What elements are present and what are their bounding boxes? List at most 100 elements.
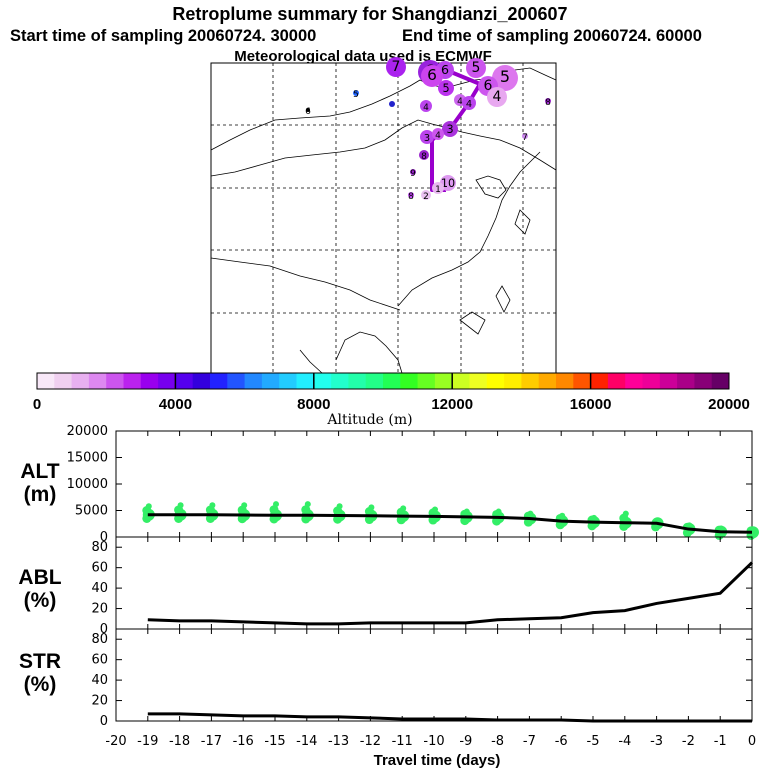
map-marker: 2	[421, 190, 431, 202]
abl-panel-title: ABL	[18, 566, 61, 589]
colorbar-label: Altitude (m)	[326, 412, 412, 428]
colorbar-swatch	[37, 373, 55, 389]
figure-title: Retroplume summary for Shangdianzi_20060…	[172, 4, 567, 24]
colorbar-swatch	[365, 373, 384, 389]
colorbar-swatch	[106, 373, 124, 389]
colorbar-swatch	[590, 373, 609, 389]
x-tick-label: -3	[650, 734, 663, 749]
y-tick-label: 15000	[67, 451, 108, 466]
map-markers: 76655566564444783348910128	[305, 57, 551, 202]
colorbar-swatch	[331, 373, 349, 389]
x-tick-label: 0	[748, 734, 756, 749]
time-series-panels: 20000150001000050000806040200806040200-2…	[67, 424, 759, 749]
colorbar-swatch	[486, 373, 505, 389]
map-marker: 10	[440, 175, 456, 191]
str-panel-frame	[115, 628, 753, 722]
colorbar-swatch	[677, 373, 695, 389]
x-tick-label: -14	[296, 734, 317, 749]
x-tick-label: -4	[618, 734, 631, 749]
alt-panel-title: ALT	[20, 460, 59, 483]
alt-series-line	[147, 513, 753, 534]
colorbar-swatch	[54, 373, 73, 389]
abl-panel-unit: (%)	[24, 589, 57, 612]
y-tick-label: 80	[91, 632, 108, 647]
map-marker: 4	[487, 87, 507, 107]
map-marker-dot	[522, 133, 528, 139]
start-time-label: Start time of sampling 20060724. 30000	[10, 27, 316, 45]
colorbar-tick-label: 0	[33, 396, 41, 413]
alt-scatter-point	[432, 506, 438, 513]
alt-panel-unit: (m)	[24, 483, 57, 506]
alt-scatter-point	[591, 514, 597, 521]
end-time-label: End time of sampling 20060724. 60000	[402, 27, 702, 45]
map-marker-dot	[421, 190, 431, 200]
colorbar-swatch	[192, 373, 211, 389]
map-marker-dot	[492, 65, 518, 91]
map-marker-dot	[438, 80, 454, 96]
alt-scatter-point	[177, 502, 184, 509]
map-marker-label: 10	[441, 177, 455, 190]
map-marker-dot	[421, 65, 443, 87]
y-tick-label: 40	[91, 581, 108, 596]
y-tick-label: 20000	[67, 424, 108, 439]
x-tick-label: -20	[105, 734, 126, 749]
abl-panel-frame	[115, 536, 753, 630]
map-marker-dot	[389, 101, 395, 107]
alt-panel: 20000 15000 10000 5000 0	[67, 424, 759, 545]
trajectory-map: 76655566564444783348910128	[210, 57, 557, 374]
colorbar-swatch	[694, 373, 713, 389]
map-marker-dot	[432, 182, 444, 194]
y-tick-label: 20	[91, 694, 108, 709]
alt-scatter-point	[559, 512, 566, 519]
y-tick-label: 10000	[67, 477, 108, 492]
alt-scatter-point	[269, 505, 279, 515]
map-marker-label: 5	[500, 67, 510, 86]
map-marker-label: 4	[457, 97, 463, 107]
map-marker-dot	[306, 108, 310, 112]
map-marker: 8	[408, 192, 414, 202]
map-marker-label: 8	[545, 98, 551, 108]
alt-scatter-point	[368, 504, 375, 511]
colorbar-swatch	[625, 373, 643, 389]
map-marker-label: 8	[408, 192, 414, 202]
x-tick-label: -13	[328, 734, 349, 749]
map-marker-label: 2	[423, 192, 429, 202]
str-series-line	[147, 712, 752, 723]
colorbar-swatch	[642, 373, 661, 389]
x-tick-label: -11	[392, 734, 413, 749]
colorbar-tick-label: 8000	[297, 396, 330, 413]
map-frame	[210, 62, 557, 374]
colorbar-swatch	[607, 373, 626, 389]
colorbar-swatch	[158, 373, 176, 389]
colorbar-swatch	[538, 373, 557, 389]
map-marker-dot	[440, 175, 456, 191]
map-marker: 7	[522, 133, 528, 143]
map-marker-label: 6	[441, 62, 449, 77]
y-tick-label: 60	[91, 561, 108, 576]
colorbar-swatch	[88, 373, 107, 389]
map-gridlines	[211, 63, 556, 373]
alt-scatter-point	[241, 502, 248, 509]
y-tick-label: 40	[91, 673, 108, 688]
map-marker-label: 1	[435, 185, 441, 195]
colorbar-swatch	[434, 373, 453, 389]
alt-scatter-point	[463, 508, 470, 515]
map-marker-dot	[487, 87, 507, 107]
x-axis-label: Travel time (days)	[374, 752, 501, 768]
colorbar-tick-label: 20000	[708, 396, 750, 413]
map-marker-label: 5	[353, 90, 359, 100]
map-marker-dot	[410, 169, 416, 175]
map-marker-dot	[442, 121, 458, 137]
y-tick-label: 0	[100, 714, 108, 729]
x-tick-label: -9	[459, 734, 472, 749]
map-marker-dot	[545, 98, 551, 104]
colorbar-swatch	[71, 373, 90, 389]
colorbar-swatch	[261, 373, 280, 389]
x-tick-label: -19	[137, 734, 158, 749]
map-marker: 5	[353, 90, 359, 100]
map-marker-label: 6	[427, 66, 437, 84]
map-marker: 5	[466, 58, 486, 78]
map-marker-label: 9	[410, 169, 416, 179]
map-marker-label: 4	[423, 103, 429, 113]
